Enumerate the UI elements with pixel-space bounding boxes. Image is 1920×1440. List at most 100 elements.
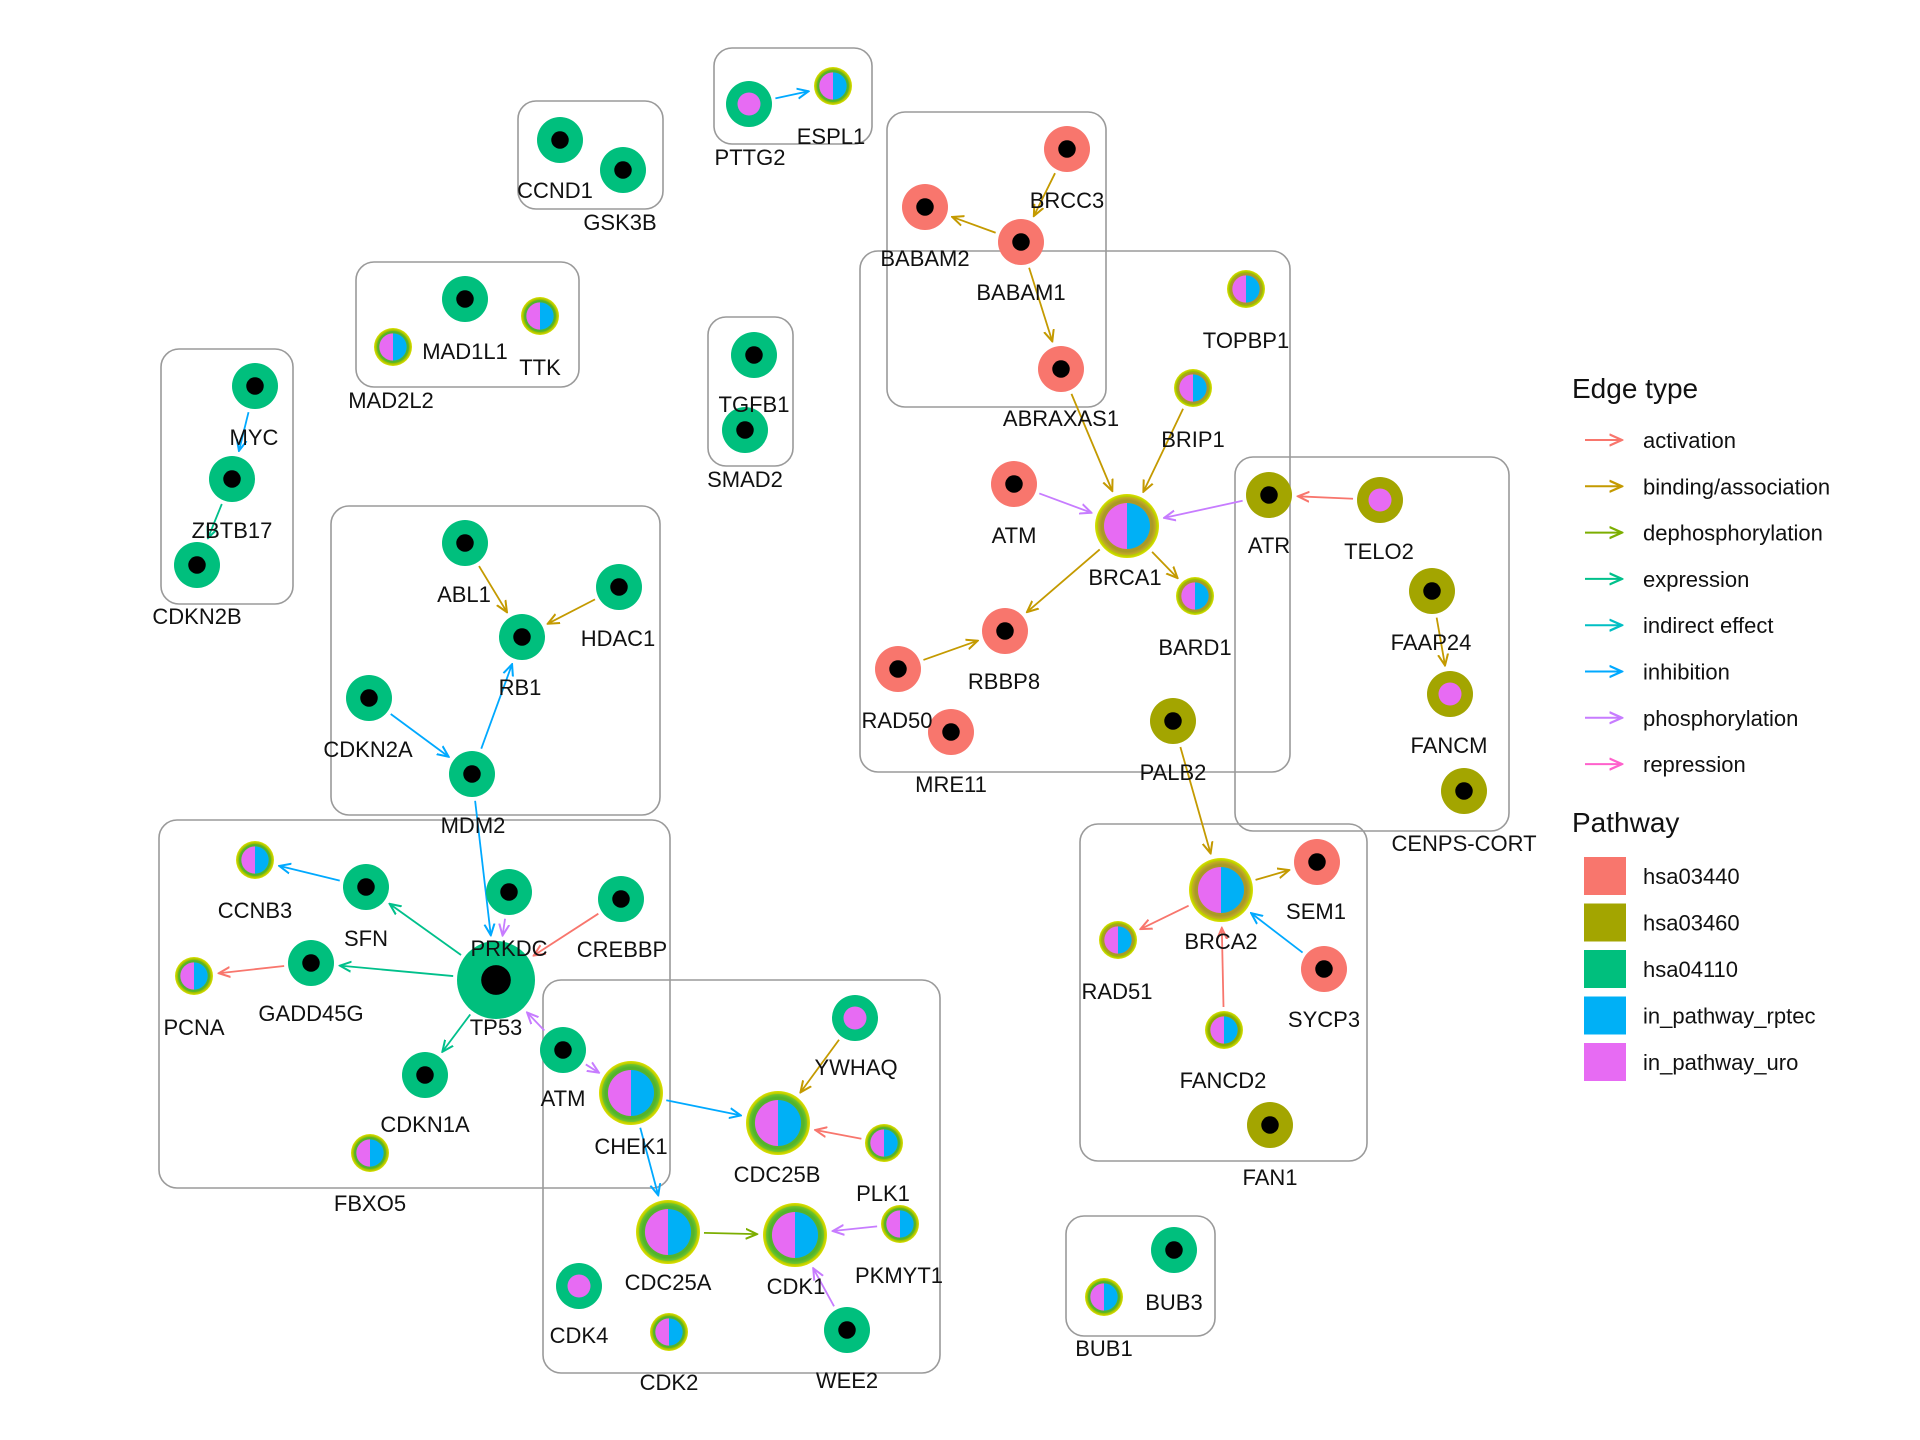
node-BABAM1[interactable] <box>998 219 1044 265</box>
edge-CHEK1-CDC25A <box>639 1127 658 1195</box>
node-ATM[interactable] <box>540 1027 586 1073</box>
node-label-ESPL1: ESPL1 <box>797 124 866 149</box>
nodes-layer <box>174 67 1487 1353</box>
node-PRKDC[interactable] <box>486 869 532 915</box>
node-CDK4[interactable] <box>556 1263 602 1309</box>
cluster-box-5 <box>707 316 794 467</box>
node-CCND1[interactable] <box>537 117 583 163</box>
node-center-dot <box>996 622 1014 640</box>
node-PTTG2[interactable] <box>726 81 772 127</box>
node-half-rptec <box>900 1210 914 1238</box>
node-label-MAD2L2: MAD2L2 <box>348 388 434 413</box>
node-TOPBP1[interactable] <box>1227 270 1265 308</box>
node-half-rptec <box>540 302 554 330</box>
node-half-uro <box>754 1099 778 1147</box>
node-BUB1[interactable] <box>1085 1278 1123 1316</box>
node-HDAC1[interactable] <box>596 564 642 610</box>
node-CENPS-CORT[interactable] <box>1441 768 1487 814</box>
node-BUB3[interactable] <box>1151 1227 1197 1273</box>
node-TGFB1[interactable] <box>731 332 777 378</box>
node-FAAP24[interactable] <box>1409 568 1455 614</box>
node-label-PCNA: PCNA <box>163 1015 224 1040</box>
node-CDKN2B[interactable] <box>174 542 220 588</box>
node-TTK[interactable] <box>521 297 559 335</box>
edge-ABRAXAS1-BRCA1 <box>1070 393 1112 491</box>
node-BARD1[interactable] <box>1176 577 1214 615</box>
legend-pathway-label: hsa04110 <box>1643 957 1738 982</box>
node-GADD45G[interactable] <box>288 940 334 986</box>
node-MAD1L1[interactable] <box>442 276 488 322</box>
node-YWHAQ[interactable] <box>832 995 878 1041</box>
node-TP53[interactable] <box>457 941 535 1019</box>
node-PALB2[interactable] <box>1150 698 1196 744</box>
node-center-uro <box>843 1006 867 1030</box>
node-PCNA[interactable] <box>175 957 213 995</box>
node-RBBP8[interactable] <box>982 608 1028 654</box>
node-center-dot <box>513 628 531 646</box>
node-GSK3B[interactable] <box>600 147 646 193</box>
node-half-uro <box>1103 502 1127 550</box>
node-WEE2[interactable] <box>824 1307 870 1353</box>
node-label-TP53: TP53 <box>470 1015 523 1040</box>
node-PKMYT1[interactable] <box>881 1205 919 1243</box>
legend-edge-label: repression <box>1643 752 1746 777</box>
node-CCNB3[interactable] <box>236 841 274 879</box>
node-CDK1[interactable] <box>763 1203 827 1267</box>
node-label-PTTG2: PTTG2 <box>715 145 786 170</box>
node-SEM1[interactable] <box>1294 839 1340 885</box>
node-SMAD2[interactable] <box>722 407 768 453</box>
node-TELO2[interactable] <box>1357 477 1403 523</box>
node-CHEK1[interactable] <box>599 1061 663 1125</box>
node-ESPL1[interactable] <box>814 67 852 105</box>
node-CDK2[interactable] <box>650 1313 688 1351</box>
node-RAD50[interactable] <box>875 646 921 692</box>
node-CDC25A[interactable] <box>636 1200 700 1264</box>
node-MRE11[interactable] <box>928 709 974 755</box>
node-ATR[interactable] <box>1246 472 1292 518</box>
node-label-SYCP3: SYCP3 <box>1288 1007 1360 1032</box>
node-ABL1[interactable] <box>442 520 488 566</box>
edge-PRKDC-TP53 <box>503 918 505 936</box>
node-FAN1[interactable] <box>1247 1102 1293 1148</box>
node-ATM[interactable] <box>991 461 1037 507</box>
node-MYC[interactable] <box>232 363 278 409</box>
node-MDM2[interactable] <box>449 751 495 797</box>
node-half-rptec <box>778 1099 802 1147</box>
node-ZBTB17[interactable] <box>209 456 255 502</box>
edge-BRCA1-RBBP8 <box>1027 548 1101 612</box>
legend-edge-label: phosphorylation <box>1643 706 1798 731</box>
node-RAD51[interactable] <box>1099 921 1137 959</box>
edge-RAD50-RBBP8 <box>923 641 977 661</box>
node-BRCA2[interactable] <box>1189 858 1253 922</box>
edge-ATM-CHEK1 <box>585 1064 599 1072</box>
legend-pathway-label: in_pathway_rptec <box>1643 1004 1815 1029</box>
node-CDC25B[interactable] <box>746 1091 810 1155</box>
node-CREBBP[interactable] <box>598 876 644 922</box>
node-CDKN1A[interactable] <box>402 1052 448 1098</box>
legend-edge-title: Edge type <box>1572 373 1698 404</box>
node-MAD2L2[interactable] <box>374 328 412 366</box>
node-center-dot <box>1164 712 1182 730</box>
node-label-ZBTB17: ZBTB17 <box>192 518 273 543</box>
node-RB1[interactable] <box>499 614 545 660</box>
edge-PTTG2-ESPL1 <box>775 91 808 98</box>
node-SFN[interactable] <box>343 864 389 910</box>
edge-YWHAQ-CDC25B <box>800 1039 840 1093</box>
node-BRCC3[interactable] <box>1044 126 1090 172</box>
node-half-uro <box>886 1210 900 1238</box>
node-half-rptec <box>1193 374 1207 402</box>
node-label-TOPBP1: TOPBP1 <box>1203 328 1289 353</box>
node-CDKN2A[interactable] <box>346 675 392 721</box>
legend-pathway-swatch <box>1584 996 1626 1035</box>
node-ABRAXAS1[interactable] <box>1038 346 1084 392</box>
node-PLK1[interactable] <box>865 1124 903 1162</box>
node-label-CDKN1A: CDKN1A <box>380 1112 470 1137</box>
node-FANCD2[interactable] <box>1205 1011 1243 1049</box>
node-label-FBXO5: FBXO5 <box>334 1191 406 1216</box>
node-SYCP3[interactable] <box>1301 946 1347 992</box>
node-BRIP1[interactable] <box>1174 369 1212 407</box>
node-FBXO5[interactable] <box>351 1134 389 1172</box>
node-BABAM2[interactable] <box>902 184 948 230</box>
node-BRCA1[interactable] <box>1095 494 1159 558</box>
node-FANCM[interactable] <box>1427 671 1473 717</box>
